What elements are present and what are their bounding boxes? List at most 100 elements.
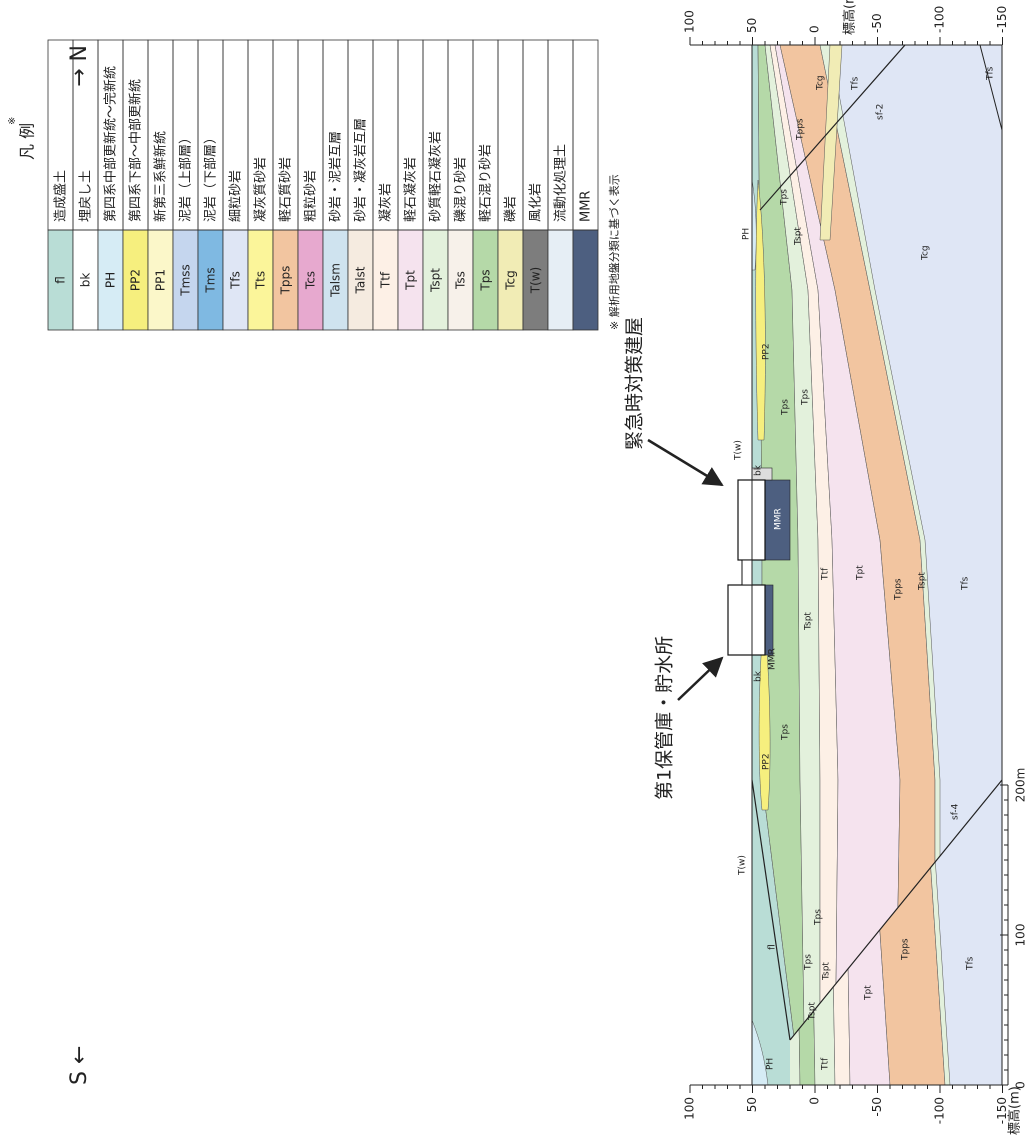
layer-label: Tps (804, 954, 814, 971)
layer-label: Tfs (851, 76, 861, 91)
layer-label: Tspt (808, 1002, 818, 1021)
layer-label: Tspt (918, 572, 928, 591)
legend-code: PP2 (129, 269, 143, 291)
layer-label: bk (754, 464, 764, 476)
fault (979, 44, 1003, 131)
legend-code: bk (79, 273, 93, 288)
fault (751, 779, 791, 1041)
layer-label: Tcg (816, 75, 826, 91)
legend-footnote: ※ 解析用地盤分類に基づく表示 (607, 174, 621, 330)
layer-label: Tspt (804, 612, 814, 631)
legend-description: 砂岩・凝灰岩互層 (353, 118, 369, 222)
layer-label: fl (768, 944, 778, 950)
elevation-label: 標高(m) (842, 0, 858, 35)
legend-code: Tts (254, 271, 268, 290)
building (727, 584, 766, 656)
x-tick-label: 0 (1014, 1081, 1028, 1089)
legend-code: Tms (204, 267, 218, 293)
layer-label: PH (766, 1058, 776, 1070)
legend-description: MMR (579, 191, 594, 222)
fault (789, 779, 1003, 1041)
legend-description: 埋戻し土 (79, 170, 94, 222)
legend-code: Tss (454, 271, 468, 290)
layer-label: PP2 (762, 753, 772, 770)
layer-label: PP2 (762, 343, 772, 360)
legend-description: 第四系下部～中部更新統 (128, 79, 144, 222)
legend-description: 風化岩 (529, 183, 544, 222)
layer-label: Tpt (856, 565, 866, 581)
legend-description: 軽石質砂岩 (279, 157, 294, 222)
layer-label: T(w) (738, 855, 748, 876)
y-tick-label: -50 (870, 1097, 884, 1117)
y-tick-label: 50 (745, 18, 759, 33)
legend-description: 粗粒砂岩 (304, 170, 319, 222)
legend-description: 流動化処理土 (554, 144, 569, 222)
legend-note-mark: ※ (7, 117, 18, 125)
x-tick-label: 100 (1014, 924, 1028, 947)
elevation-label: 標高(m) (1007, 1086, 1023, 1135)
legend-description: 第四系中部更新統～完新統 (103, 66, 119, 222)
layer-label: bk (754, 670, 764, 682)
layer-label: T(w) (734, 440, 744, 461)
layer-label: sf-2 (876, 104, 886, 120)
layer-label: Tpps (894, 578, 904, 601)
x-tick-label: 200m (1014, 768, 1028, 803)
building-label: 第1保管庫・貯水所 (654, 636, 676, 800)
arrow (647, 438, 724, 487)
mmr (764, 584, 774, 656)
legend-desc-cell (572, 39, 599, 231)
layer-label: Tfs (961, 576, 971, 591)
layer-label: sf-4 (951, 803, 961, 820)
legend-code: Tcg (504, 270, 518, 291)
building-label: 緊急時対策建屋 (624, 317, 646, 450)
legend-code: Tps (479, 269, 493, 291)
y-tick-label: 50 (745, 1097, 759, 1112)
legend-description: 礫岩 (503, 196, 519, 222)
layer-label: Tfs (966, 956, 976, 971)
fault (759, 44, 906, 211)
north-label: → N (67, 45, 92, 87)
legend-description: 軽石凝灰岩 (403, 157, 419, 222)
legend-description: 凝灰岩 (378, 183, 394, 222)
legend-code: Tspt (429, 268, 443, 293)
cross-section (727, 44, 1003, 1086)
layer-label: Tps (781, 724, 791, 741)
legend-code: fl (54, 276, 68, 284)
legend-code: PH (104, 272, 118, 288)
layer-label: Tfs (986, 66, 996, 81)
y-tick-label: 100 (683, 10, 697, 33)
layer-label: Tpt (864, 985, 874, 1001)
legend-swatch (547, 229, 574, 331)
y-tick-label: 0 (808, 1097, 822, 1105)
layer-label: Tspt (794, 227, 804, 246)
layer-labels: PH fl Ttf Tspt Tps Tspt Tps Tpt Tpps Tfs… (734, 66, 996, 1071)
legend-swatch (572, 229, 599, 331)
legend-description: 凝灰質砂岩 (253, 157, 269, 222)
layer-label: PH (742, 228, 752, 240)
layer-label: Ttf (821, 567, 831, 581)
y-tick-label: -50 (870, 13, 884, 33)
y-tick-label: 0 (808, 25, 822, 33)
connector (741, 559, 753, 586)
legend-description: 砂質軽石凝灰岩 (428, 131, 444, 222)
layer-label: Tps (814, 909, 824, 926)
legend-code: T(w) (529, 267, 543, 295)
legend-code: Tcs (304, 271, 318, 290)
legend-code: Talsm (329, 263, 343, 298)
layer-label: MMR (774, 508, 784, 530)
layer-label: Ttf (821, 1057, 831, 1071)
legend-description: 礫混り砂岩 (453, 157, 469, 222)
layer-label: Tcg (921, 245, 931, 261)
legend-description: 細粒砂岩 (229, 170, 244, 222)
y-tick-label: 100 (683, 1097, 697, 1120)
layer-label: MMR (768, 648, 778, 670)
legend-code: Ttf (379, 271, 393, 289)
legend-code: Tpps (279, 266, 293, 296)
legend-description: 軽石混り砂岩 (479, 144, 494, 222)
legend-code: PP1 (154, 269, 168, 291)
legend-code: Tpt (404, 270, 418, 291)
legend-code: Tmss (179, 264, 193, 297)
legend-description: 砂岩・泥岩互層 (329, 131, 344, 222)
legend-code: Talst (354, 266, 368, 294)
